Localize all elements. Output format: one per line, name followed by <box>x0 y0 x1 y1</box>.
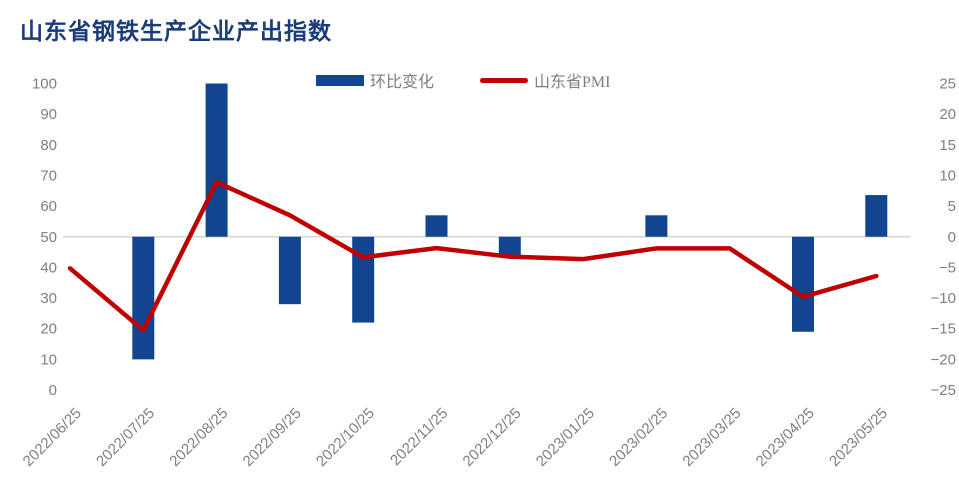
x-axis-label: 2023/04/25 <box>753 405 818 470</box>
left-axis-tick: 30 <box>40 290 57 307</box>
bar-2022/07/25 <box>132 236 155 360</box>
right-axis-tick: 0 <box>948 229 956 246</box>
left-axis-tick: 100 <box>32 76 57 93</box>
x-axis-label: 2022/07/25 <box>93 405 158 470</box>
x-axis-label: 2023/02/25 <box>606 405 671 470</box>
x-axis-label: 2023/03/25 <box>679 405 744 470</box>
right-axis-tick: −20 <box>931 351 956 368</box>
bar-series-swatch <box>316 74 364 86</box>
legend-item-bar-series: 环比变化 <box>316 68 434 92</box>
left-axis-tick: 40 <box>40 259 57 276</box>
bar-2022/11/25 <box>425 215 448 237</box>
pmi-line <box>67 179 879 333</box>
x-axis-label: 2022/12/25 <box>460 405 525 470</box>
x-axis-label: 2022/08/25 <box>166 405 231 470</box>
right-axis-tick: 25 <box>939 76 956 93</box>
legend-item-line-series: 山东省PMI <box>480 68 610 92</box>
x-axis-label: 2022/06/25 <box>20 405 85 470</box>
bar-2023/04/25 <box>792 236 814 332</box>
left-axis-tick: 70 <box>40 167 57 184</box>
right-axis-tick: −25 <box>931 382 956 399</box>
left-axis-tick: 0 <box>49 382 57 399</box>
x-axis-label: 2022/10/25 <box>313 405 378 470</box>
bar-2022/08/25 <box>205 83 228 237</box>
left-axis-tick: 50 <box>40 229 57 246</box>
right-axis-tick: 10 <box>939 167 956 184</box>
right-axis-tick: −15 <box>931 321 956 338</box>
bar-2022/12/25 <box>498 236 521 257</box>
left-axis-tick: 20 <box>40 321 57 338</box>
right-axis-tick: 15 <box>939 137 956 154</box>
bar-2022/10/25 <box>352 236 375 323</box>
x-axis-label: 2023/01/25 <box>533 405 598 470</box>
right-axis-tick: 5 <box>948 198 956 215</box>
x-axis-label: 2022/09/25 <box>240 405 305 470</box>
right-axis-tick: −5 <box>939 259 956 276</box>
left-axis-tick: 10 <box>40 351 57 368</box>
line-series-label: 山东省PMI <box>534 74 611 91</box>
bar-2023/05/25 <box>865 195 888 237</box>
bar-2022/09/25 <box>278 236 301 305</box>
left-axis-tick: 90 <box>40 106 57 123</box>
left-axis-tick: 60 <box>40 198 57 215</box>
x-axis-label: 2023/05/25 <box>826 405 891 470</box>
x-axis-label: 2022/11/25 <box>387 405 451 469</box>
line-series-swatch <box>480 77 529 83</box>
chart-title: 山东省钢铁生产企业产出指数 <box>20 19 332 44</box>
bar-series-label: 环比变化 <box>370 74 435 91</box>
bar-2023/02/25 <box>645 215 668 237</box>
right-axis-tick: 20 <box>939 106 956 123</box>
right-axis-tick: −10 <box>931 290 956 307</box>
left-axis-tick: 80 <box>40 137 57 154</box>
legend: 环比变化 山东省PMI <box>316 68 610 92</box>
